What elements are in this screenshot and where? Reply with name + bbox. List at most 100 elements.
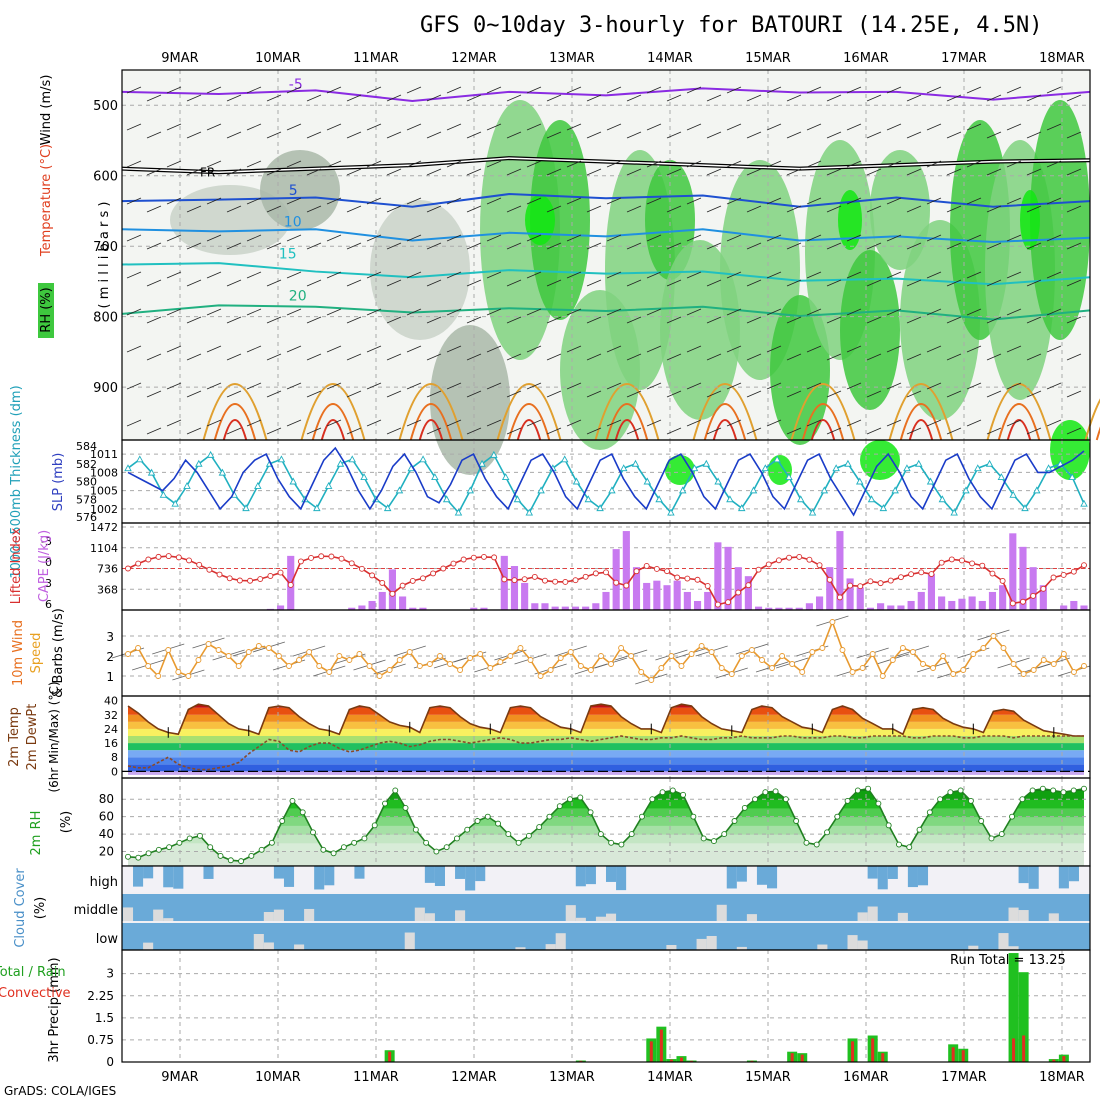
- lifted-index-line-point: [765, 561, 772, 568]
- wind-barb: [1046, 382, 1062, 390]
- legend-convective: Convective: [0, 986, 71, 1001]
- lifted-index-line-point: [1070, 568, 1077, 575]
- ytick-cloud: low: [96, 932, 119, 947]
- wind-barb: [986, 279, 1002, 287]
- wind-barb: [1046, 308, 1062, 316]
- wind-barb: [146, 242, 162, 250]
- wind-barb: [806, 308, 822, 316]
- wind-barb: [486, 345, 502, 353]
- ytick-temp: 24: [104, 723, 118, 736]
- wind-barb: [986, 242, 1002, 250]
- wind-barb: [566, 345, 582, 353]
- wind-barb: [466, 205, 482, 213]
- cape-bar: [531, 603, 539, 610]
- wind-barb: [986, 205, 1002, 213]
- cape-bar: [592, 603, 600, 610]
- wind-barb: [766, 308, 782, 316]
- cloud-bar: [545, 944, 556, 950]
- thickness-line-point: [254, 481, 262, 489]
- isotherm-warm: [409, 403, 453, 441]
- wind-barb: [846, 308, 862, 316]
- wind-barb: [1046, 123, 1062, 131]
- rh-line-point: [258, 846, 265, 853]
- wind-barb: [406, 345, 422, 353]
- rh-line-point: [361, 835, 368, 842]
- rh-line-point: [248, 852, 255, 859]
- thickness-line-point: [985, 459, 994, 467]
- cape-bar: [826, 567, 834, 610]
- wind-barb: [306, 279, 322, 287]
- wind-barb: [606, 308, 622, 316]
- ytick-left: 582: [76, 458, 97, 471]
- wind-barb: [366, 123, 382, 131]
- wind-barb: [666, 94, 682, 102]
- lifted-index-line-point: [897, 574, 904, 581]
- cloud-bar: [897, 912, 908, 921]
- wind-barb: [746, 353, 762, 361]
- rh-shade: [530, 120, 590, 320]
- thickness-line-point: [324, 481, 333, 489]
- wind-barb: [126, 382, 142, 390]
- thickness-line-point: [513, 495, 522, 503]
- wind-barb: [606, 197, 622, 205]
- wind-barb: [406, 86, 422, 94]
- precip-conv-bar: [881, 1053, 885, 1062]
- wind-barb: [926, 234, 942, 242]
- wind-barb: [946, 279, 962, 287]
- wind-speed-line-point: [286, 663, 292, 669]
- cape-bar: [602, 591, 610, 610]
- cape-bar: [693, 600, 702, 610]
- cape-bar: [276, 605, 285, 610]
- cloud-bar: [756, 866, 768, 885]
- thickness-line-point: [124, 464, 132, 472]
- chart-title: GFS 0~10day 3-hourly for BATOURI (14.25E…: [420, 13, 1043, 38]
- thickness-line-point: [950, 508, 958, 516]
- precip-conv-bar: [1052, 1059, 1056, 1062]
- wind-barb: [746, 168, 762, 176]
- wind-barb: [286, 419, 302, 427]
- wind-speed-line-point: [879, 673, 886, 679]
- precip-conv-bar: [659, 1029, 663, 1062]
- wind-barb: [146, 390, 162, 398]
- date-label-top: 16MAR: [843, 51, 889, 66]
- wind-barb: [786, 242, 802, 250]
- wind-barb: [526, 345, 542, 353]
- wind-barb: [566, 234, 582, 242]
- ytick-precip: 0: [106, 1055, 114, 1069]
- wind-speed-line-point: [618, 645, 625, 651]
- thickness-line-point: [360, 473, 368, 481]
- slp-line: [127, 446, 1085, 517]
- wind-barb: [986, 131, 1002, 139]
- wind-barb: [266, 427, 282, 435]
- lifted-index-line-point: [725, 599, 731, 606]
- cape-bar: [816, 596, 824, 610]
- ylabel-precip: 3hr Precip (mm): [47, 957, 62, 1062]
- lifted-index-line-point: [908, 571, 915, 578]
- wind-barb: [246, 123, 262, 131]
- wind-barb: [346, 205, 362, 213]
- thickness-line-point: [832, 464, 840, 472]
- wind-barb: [706, 205, 722, 213]
- wind-barb: [606, 123, 622, 131]
- wind-speed-line-point: [527, 657, 534, 663]
- date-label-bottom: 15MAR: [745, 1070, 791, 1085]
- rh-line-point: [772, 788, 779, 795]
- wind-barb: [366, 234, 382, 242]
- wind-barb: [966, 382, 982, 390]
- rh-line-point: [1039, 785, 1046, 792]
- precip-conv-bar: [790, 1053, 794, 1062]
- wind-barb: [446, 308, 462, 316]
- rh-line-point: [803, 839, 810, 846]
- thickness-line-point: [796, 495, 805, 503]
- wind-barb: [966, 419, 982, 427]
- wind-barb: [406, 234, 422, 242]
- lifted-index-line-point: [399, 582, 406, 589]
- precip-conv-bar: [800, 1054, 804, 1062]
- rh-shade: [665, 455, 695, 485]
- wind-barb: [726, 123, 742, 131]
- thickness-line-point: [218, 468, 227, 476]
- rh-line-point: [669, 787, 676, 794]
- ytick-precip: 3: [106, 967, 114, 981]
- rh-line-point: [639, 813, 645, 820]
- wind-barb: [326, 197, 342, 205]
